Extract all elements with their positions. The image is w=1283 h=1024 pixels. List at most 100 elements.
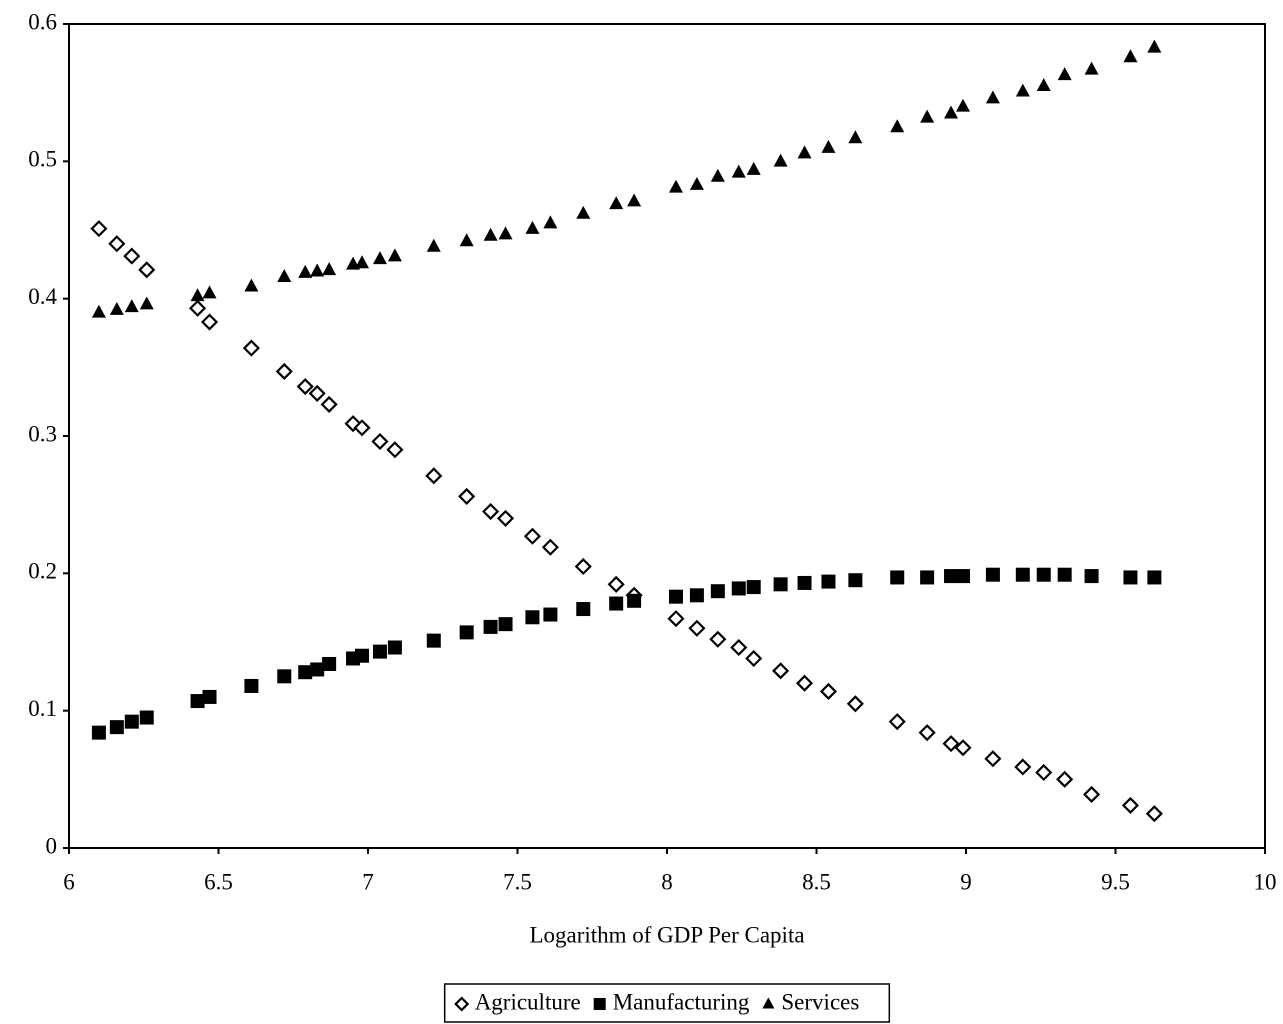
- diamond-marker: [189, 299, 207, 317]
- diamond-marker: [1121, 796, 1140, 814]
- triangle-marker: [731, 164, 746, 178]
- diamond-marker: [574, 557, 592, 576]
- diamond-marker: [846, 695, 864, 713]
- triangle-marker: [543, 215, 558, 229]
- diamond-marker: [688, 619, 706, 637]
- x-tick-label: 7.5: [503, 869, 532, 894]
- diamond-marker: [458, 487, 476, 505]
- triangle-marker: [483, 227, 498, 241]
- diamond-marker: [795, 674, 814, 692]
- triangle-marker: [609, 196, 624, 210]
- triangle-marker: [498, 226, 513, 240]
- square-marker: [91, 725, 106, 740]
- square-marker: [797, 575, 812, 590]
- square-marker: [426, 633, 441, 648]
- square-marker: [576, 602, 591, 617]
- diamond-marker: [1014, 758, 1032, 776]
- square-marker: [1123, 570, 1138, 585]
- diamond-marker: [200, 313, 219, 331]
- triangle-marker: [689, 176, 704, 190]
- triangle-marker: [1123, 49, 1138, 63]
- square-marker: [1036, 567, 1051, 582]
- square-marker: [190, 694, 205, 709]
- diamond-marker: [425, 467, 443, 485]
- diamond-marker: [667, 610, 685, 628]
- y-tick-label: 0.6: [28, 9, 57, 34]
- y-tick-label: 0.2: [28, 559, 57, 584]
- diamond-marker: [607, 575, 625, 593]
- diamond-marker: [730, 638, 748, 657]
- triangle-marker: [109, 301, 124, 315]
- diamond-marker: [745, 649, 763, 668]
- square-marker: [525, 610, 540, 625]
- triangle-marker: [372, 251, 387, 265]
- diamond-marker: [942, 735, 960, 753]
- square-marker: [890, 570, 905, 585]
- triangle-marker: [746, 161, 761, 175]
- diamond-marker: [888, 713, 906, 731]
- square-marker: [593, 998, 606, 1010]
- triangle-marker: [1057, 67, 1072, 81]
- triangle-marker: [920, 109, 935, 123]
- triangle-marker: [387, 248, 402, 262]
- square-marker: [1015, 567, 1030, 582]
- diamond-marker: [108, 235, 126, 253]
- diamond-marker: [482, 502, 500, 521]
- square-marker: [124, 714, 139, 729]
- legend-label: Agriculture: [475, 989, 581, 1014]
- square-marker: [322, 656, 337, 671]
- diamond-marker: [1035, 763, 1053, 782]
- diamond-marker: [275, 362, 293, 381]
- diamond-marker: [90, 220, 108, 238]
- square-marker: [459, 625, 474, 640]
- square-marker: [773, 577, 788, 592]
- x-tick-label: 9: [960, 869, 972, 894]
- diamond-marker: [1056, 770, 1074, 788]
- triangle-marker: [91, 304, 106, 318]
- square-marker: [821, 574, 836, 589]
- square-marker: [372, 644, 387, 659]
- diamond-marker: [123, 247, 141, 265]
- square-marker: [387, 640, 402, 655]
- diamond-marker: [454, 996, 470, 1012]
- square-marker: [985, 567, 1000, 582]
- diamond-marker: [918, 724, 936, 742]
- square-marker: [277, 669, 292, 684]
- triangle-marker: [773, 153, 788, 167]
- triangle-marker: [944, 105, 959, 119]
- square-marker: [109, 720, 124, 735]
- triangle-marker: [627, 193, 642, 207]
- triangle-marker: [1015, 83, 1030, 97]
- square-marker: [139, 710, 154, 725]
- diamond-marker: [541, 538, 559, 556]
- triangle-marker: [956, 98, 971, 112]
- x-tick-label: 10: [1254, 869, 1277, 894]
- triangle-marker: [277, 268, 292, 282]
- triangle-marker: [668, 179, 683, 193]
- y-tick-label: 0.4: [28, 284, 57, 309]
- y-tick-label: 0: [46, 833, 58, 858]
- diamond-marker: [386, 441, 404, 459]
- square-marker: [956, 569, 971, 584]
- legend-label: Services: [781, 989, 859, 1014]
- square-marker: [710, 584, 725, 599]
- x-tick-label: 8.5: [802, 869, 831, 894]
- diamond-marker: [496, 509, 515, 527]
- diamond-marker: [308, 384, 326, 402]
- triangle-marker: [426, 238, 441, 252]
- square-marker: [498, 617, 513, 632]
- triangle-marker: [762, 997, 775, 1009]
- square-marker: [543, 607, 558, 622]
- diamond-marker: [371, 432, 389, 451]
- square-marker: [1084, 569, 1099, 584]
- triangle-marker: [797, 145, 812, 159]
- square-marker: [689, 588, 704, 603]
- triangle-marker: [139, 296, 154, 310]
- triangle-marker: [322, 262, 337, 276]
- diamond-marker: [709, 630, 727, 648]
- triangle-marker: [821, 139, 836, 153]
- square-marker: [668, 589, 683, 604]
- square-marker: [310, 662, 325, 677]
- square-marker: [944, 569, 959, 584]
